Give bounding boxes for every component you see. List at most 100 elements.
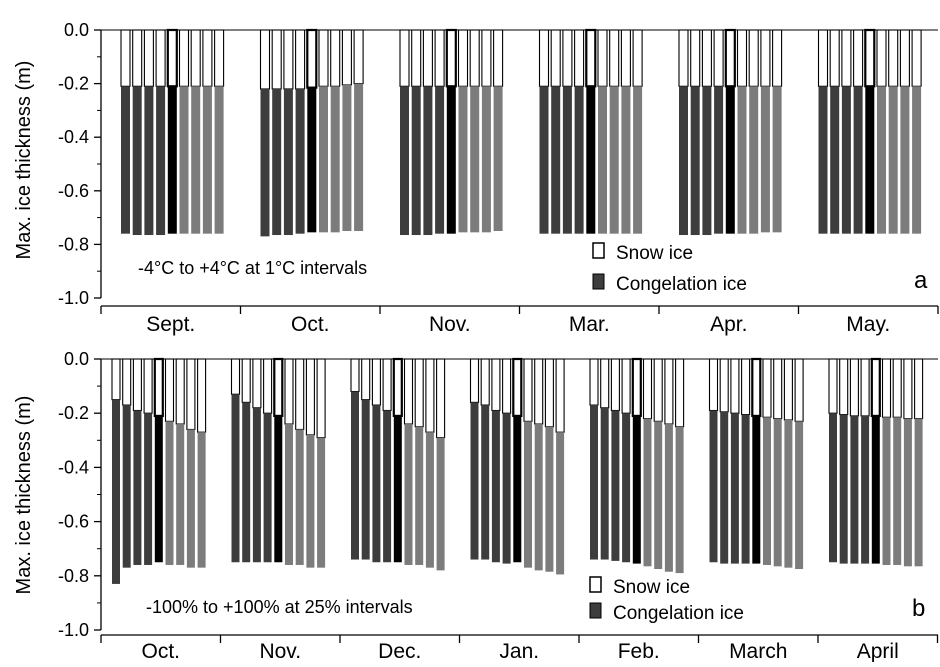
panel-a-annotation: -4°C to +4°C at 1°C intervals: [138, 258, 367, 278]
category-label: Apr.: [710, 313, 747, 336]
congelation-ice-bar: [263, 413, 272, 563]
congelation-ice-bar: [551, 86, 561, 234]
snow-ice-bar: [839, 358, 849, 416]
snow-ice-bar: [585, 28, 597, 88]
snow-ice-bar: [760, 29, 771, 87]
snow-ice-bar: [445, 28, 457, 88]
snow-ice-bar: [132, 358, 142, 412]
snow-ice-bar: [589, 358, 599, 406]
snow-ice-bar: [214, 29, 225, 87]
y-tick-label: -0.4: [58, 127, 89, 147]
snow-ice-bar: [881, 358, 892, 418]
congelation-ice-bar: [425, 432, 434, 568]
snow-ice-bar: [675, 358, 685, 428]
congelation-ice-bar: [888, 86, 898, 234]
snow-ice-bar: [252, 358, 262, 409]
congelation-ice-bar: [675, 426, 684, 574]
congelation-ice-bar: [306, 434, 315, 568]
snow-ice-bar: [597, 29, 608, 87]
snow-ice-bar: [434, 29, 445, 87]
snow-ice-bar: [701, 29, 712, 87]
snow-ice-bar: [544, 358, 554, 428]
congelation-ice-bar: [556, 432, 565, 575]
snow-ice-bar: [122, 358, 132, 406]
snow-ice-bar: [817, 29, 829, 87]
congelation-ice-bar: [165, 421, 174, 565]
snow-ice-bar: [230, 358, 241, 395]
snow-ice-bar: [283, 29, 294, 90]
congelation-ice-bar: [545, 426, 554, 572]
snow-ice-bar: [143, 358, 153, 414]
snow-ice-bar: [382, 358, 392, 412]
snow-ice-bar: [914, 358, 924, 420]
snow-ice-bar: [828, 358, 838, 414]
congelation-ice-bar: [654, 421, 663, 570]
congelation-ice-bar: [154, 415, 163, 563]
congelation-ice-bar: [590, 405, 598, 560]
congelation-ice-bar: [737, 86, 747, 234]
snow-ice-bar: [864, 28, 876, 88]
category-label: Dec.: [378, 640, 421, 662]
snow-ice-bar: [469, 358, 480, 403]
congelation-ice-bar: [586, 86, 596, 234]
panel-b-annotation: -100% to +100% at 25% intervals: [146, 597, 413, 617]
snow-ice-bar: [175, 358, 185, 425]
snow-ice-bar: [664, 358, 674, 425]
category-label: Nov.: [259, 640, 301, 662]
congelation-ice-bar: [690, 86, 700, 236]
snow-ice-bar: [911, 29, 922, 87]
category-label: Mar.: [569, 313, 610, 336]
snow-ice-bar: [353, 29, 364, 85]
congelation-ice-bar: [893, 417, 902, 565]
panel-a-legend: Snow ice Congelation ice: [592, 242, 747, 295]
congelation-ice-bar: [342, 84, 352, 231]
snow-ice-bar: [876, 29, 887, 87]
congelation-ice-bar: [156, 86, 166, 236]
panel-a-x-axis: Sept. Oct. Nov. Mar. Apr. May.: [100, 305, 939, 336]
snow-ice-bar: [849, 358, 859, 417]
y-tick-label: 0.0: [64, 349, 89, 369]
congelation-ice-bar: [144, 86, 154, 236]
congelation-ice-bar: [231, 394, 240, 563]
congelation-ice-bar: [865, 86, 875, 234]
snow-ice-bar: [892, 358, 902, 418]
congelation-ice-bar: [524, 421, 532, 568]
snow-ice-bar: [318, 29, 329, 87]
snow-ice-bar: [713, 29, 724, 87]
snow-ice-bar: [295, 29, 306, 90]
congelation-ice-bar: [749, 86, 759, 234]
congelation-ice-bar: [600, 407, 609, 560]
congelation-ice-bar: [534, 424, 543, 571]
congelation-ice-bar: [903, 418, 912, 567]
snow-ice-bar: [555, 358, 565, 433]
snow-ice-bar: [631, 357, 642, 418]
category-label: April: [857, 640, 899, 662]
snow-ice-bar: [903, 358, 913, 420]
snow-ice-bar: [783, 358, 793, 421]
congelation-ice-bar: [679, 86, 688, 236]
congelation-ice-bar: [404, 424, 413, 565]
y-tick-label: 0.0: [64, 20, 89, 40]
congelation-ice-bar: [191, 86, 201, 234]
congelation-ice-bar: [393, 415, 402, 563]
congelation-ice-bar: [829, 413, 837, 563]
legend-snow-swatch: [592, 242, 605, 259]
snow-ice-bar: [736, 29, 748, 87]
y-tick-label: -0.8: [58, 566, 89, 586]
congelation-ice-bar: [435, 86, 445, 234]
panel-b-bars: [101, 357, 938, 584]
congelation-ice-bar: [285, 424, 293, 565]
congelation-ice-bar: [784, 419, 793, 568]
snow-ice-bar: [241, 358, 251, 403]
category-label: Jan.: [499, 640, 539, 662]
y-tick-label: -0.6: [58, 512, 89, 532]
congelation-ice-bar: [609, 86, 619, 234]
snow-ice-bar: [794, 358, 804, 422]
congelation-ice-bar: [197, 432, 206, 568]
snow-ice-bar: [422, 29, 433, 87]
snow-ice-bar: [621, 358, 631, 414]
snow-ice-bar: [642, 358, 653, 420]
congelation-ice-bar: [818, 86, 828, 234]
congelation-ice-bar: [598, 86, 607, 234]
snow-ice-bar: [538, 29, 550, 87]
